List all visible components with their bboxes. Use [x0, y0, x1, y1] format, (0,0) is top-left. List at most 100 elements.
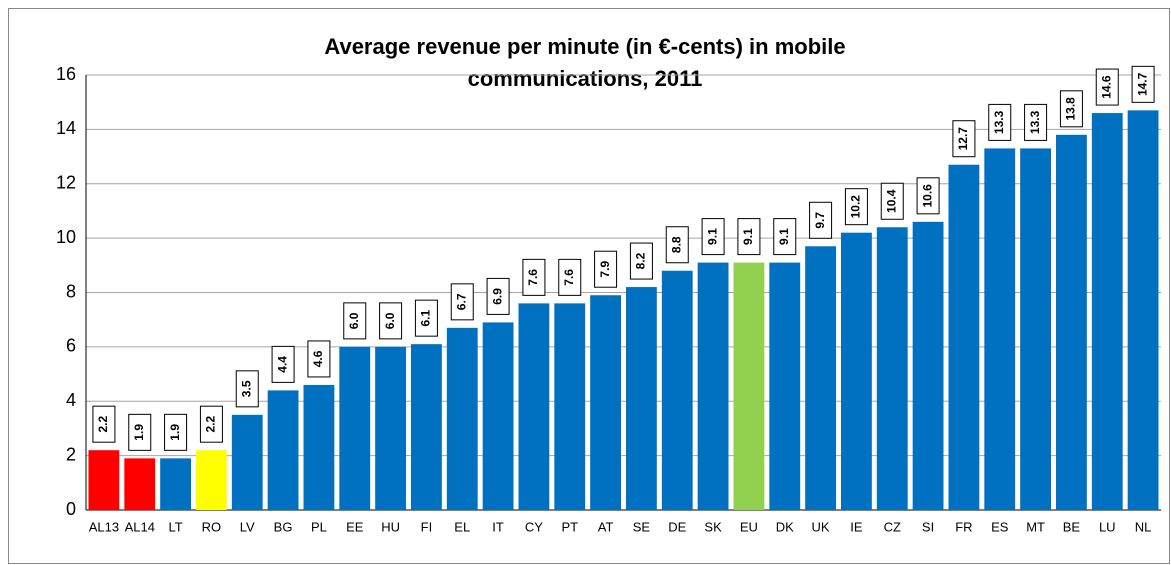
bar — [267, 390, 299, 510]
bar — [661, 270, 693, 510]
value-label-box — [199, 405, 223, 443]
x-tick-label: RO — [202, 519, 222, 534]
value-label: 6.7 — [454, 293, 468, 310]
value-label-box — [880, 182, 904, 220]
bar — [626, 287, 657, 510]
value-label: 4.6 — [311, 350, 325, 367]
value-label: 3.5 — [239, 380, 253, 397]
x-tick-label: LU — [1099, 519, 1116, 534]
y-tick-label: 8 — [66, 281, 76, 301]
value-label-box — [414, 299, 438, 337]
x-tick-label: EE — [346, 519, 364, 534]
y-tick-label: 10 — [56, 227, 76, 247]
value-label-box — [558, 258, 582, 296]
x-tick-label: CZ — [884, 519, 901, 534]
y-tick-label: 2 — [66, 444, 76, 464]
x-tick-label: BG — [274, 519, 293, 534]
bar — [1056, 134, 1087, 510]
x-tick-label: DK — [776, 519, 794, 534]
value-label-box — [665, 226, 689, 264]
bar — [876, 227, 908, 510]
value-label-box — [1131, 65, 1155, 103]
x-tick-label: SI — [922, 519, 934, 534]
bar — [411, 344, 442, 510]
x-tick-label: EU — [740, 519, 758, 534]
bar — [1020, 148, 1051, 510]
bar — [446, 327, 478, 510]
bar — [912, 221, 944, 510]
value-label-box — [629, 242, 653, 280]
value-label-box — [450, 283, 474, 321]
y-tick-label: 0 — [66, 499, 76, 519]
value-label-box — [271, 345, 295, 383]
x-tick-label: SK — [704, 519, 722, 534]
x-tick-label: NL — [1135, 519, 1152, 534]
value-label-box — [92, 405, 116, 443]
x-tick-label: HU — [381, 519, 400, 534]
x-tick-label: LV — [240, 519, 255, 534]
bar — [518, 303, 550, 510]
x-tick-label: CY — [525, 519, 543, 534]
y-tick-label: 12 — [56, 173, 76, 193]
x-tick-label: UK — [812, 519, 830, 534]
bar — [1091, 113, 1123, 510]
bar — [841, 232, 872, 510]
x-tick-label: FI — [421, 519, 433, 534]
x-tick-label: AL13 — [89, 519, 119, 534]
bar — [554, 303, 586, 510]
value-label: 13.3 — [992, 110, 1006, 134]
value-label: 7.6 — [562, 269, 576, 286]
value-label-box — [988, 103, 1012, 141]
x-tick-label: IE — [850, 519, 863, 534]
value-label: 9.7 — [813, 212, 827, 229]
value-label-box — [235, 370, 259, 408]
bar — [196, 450, 227, 510]
value-label-box — [128, 413, 152, 451]
y-tick-label: 14 — [56, 118, 76, 138]
x-tick-label: ES — [991, 519, 1009, 534]
value-label: 9.1 — [705, 228, 719, 245]
bar — [482, 322, 514, 510]
value-label: 6.0 — [383, 312, 397, 329]
x-tick-label: SE — [633, 519, 651, 534]
value-label-box — [164, 413, 188, 451]
value-label-box — [1095, 68, 1119, 106]
value-label-box — [916, 177, 940, 215]
value-label: 2.2 — [96, 416, 110, 433]
value-label: 13.8 — [1064, 97, 1078, 121]
value-label: 1.9 — [168, 424, 182, 441]
value-label: 4.4 — [275, 356, 289, 373]
bar — [948, 164, 980, 510]
value-label: 6.9 — [490, 288, 504, 305]
value-label: 1.9 — [132, 424, 146, 441]
value-label: 7.6 — [526, 269, 540, 286]
value-label-box — [701, 218, 725, 256]
chart-title: communications, 2011 — [468, 66, 703, 91]
bar — [375, 346, 406, 510]
value-label: 9.1 — [741, 228, 755, 245]
value-label-box — [1024, 103, 1048, 141]
value-label: 7.9 — [598, 261, 612, 278]
value-label-box — [809, 201, 833, 239]
value-label-box — [1059, 90, 1083, 128]
value-label: 8.2 — [634, 252, 648, 269]
bar — [124, 458, 156, 510]
bar — [1127, 110, 1159, 510]
value-label: 10.4 — [884, 189, 898, 213]
value-label-box — [594, 250, 618, 288]
x-tick-label: IT — [492, 519, 504, 534]
value-label: 10.2 — [849, 195, 863, 219]
value-label-box — [379, 302, 403, 340]
bar — [697, 262, 729, 510]
value-label-box — [844, 188, 868, 226]
y-tick-label: 4 — [66, 390, 76, 410]
bar — [160, 458, 191, 510]
y-tick-label: 16 — [56, 64, 76, 84]
value-label: 2.2 — [204, 416, 218, 433]
x-tick-label: EL — [454, 519, 470, 534]
value-label: 6.0 — [347, 312, 361, 329]
value-label: 6.1 — [419, 309, 433, 326]
value-label: 12.7 — [956, 127, 970, 151]
value-label-box — [737, 218, 761, 256]
